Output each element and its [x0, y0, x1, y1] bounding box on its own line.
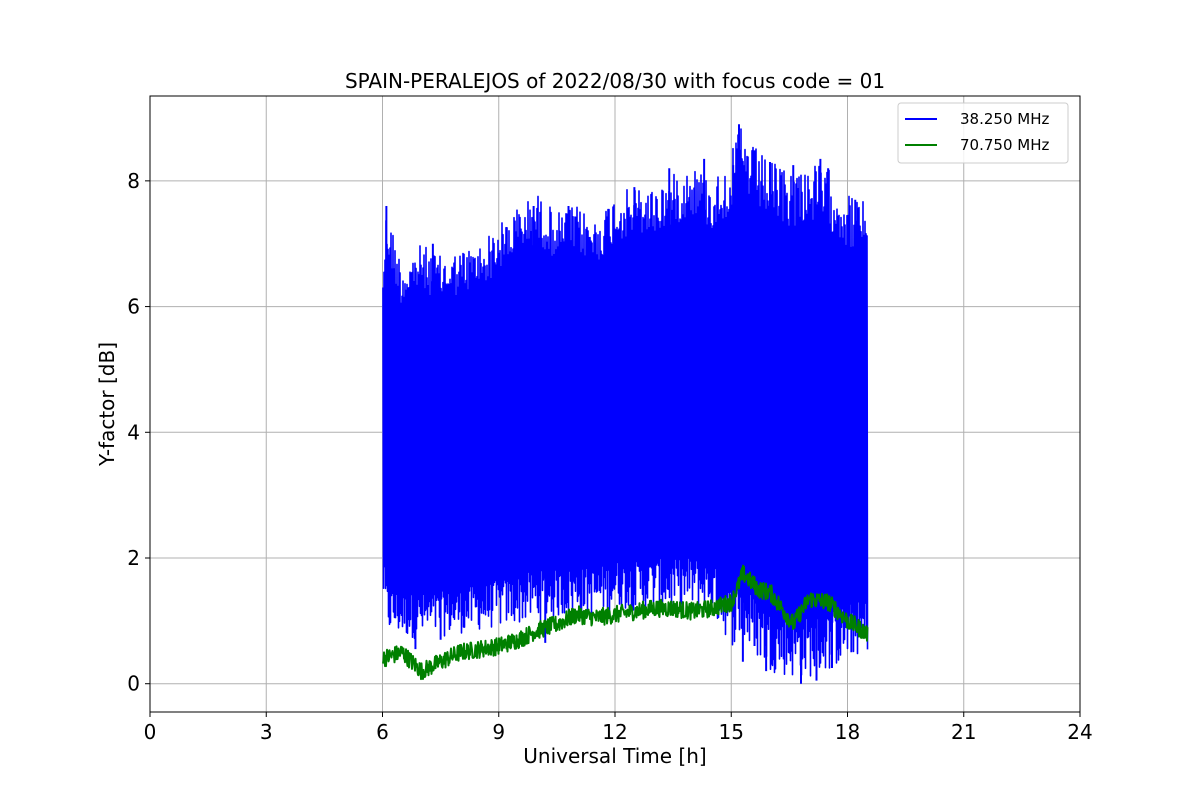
- y-axis-title: Y-factor [dB]: [95, 342, 119, 467]
- x-tick-label: 6: [376, 720, 389, 744]
- x-tick-label: 0: [144, 720, 157, 744]
- x-axis-title: Universal Time [h]: [523, 744, 706, 768]
- x-tick-label: 18: [835, 720, 860, 744]
- legend: 38.250 MHz 70.750 MHz: [897, 102, 1069, 164]
- y-tick-label: 6: [127, 295, 140, 319]
- series-70750-line: [382, 564, 869, 681]
- legend-label-series-1: 38.250 MHz: [960, 110, 1049, 128]
- y-tick-label: 8: [127, 169, 140, 193]
- x-tick-label: 24: [1067, 720, 1092, 744]
- y-tick-label: 0: [127, 672, 140, 696]
- legend-label-series-2: 70.750 MHz: [960, 136, 1049, 154]
- x-tick-label: 3: [260, 720, 273, 744]
- x-tick-label: 15: [719, 720, 744, 744]
- plot-data: [382, 124, 869, 684]
- chart-title: SPAIN-PERALEJOS of 2022/08/30 with focus…: [345, 69, 885, 93]
- x-tick-label: 21: [951, 720, 976, 744]
- x-tick-label: 12: [602, 720, 627, 744]
- series-38250-line: [382, 128, 869, 677]
- y-tick-label: 4: [127, 420, 140, 444]
- legend-box: [897, 102, 1069, 164]
- x-tick-label: 9: [492, 720, 505, 744]
- y-tick-label: 2: [127, 546, 140, 570]
